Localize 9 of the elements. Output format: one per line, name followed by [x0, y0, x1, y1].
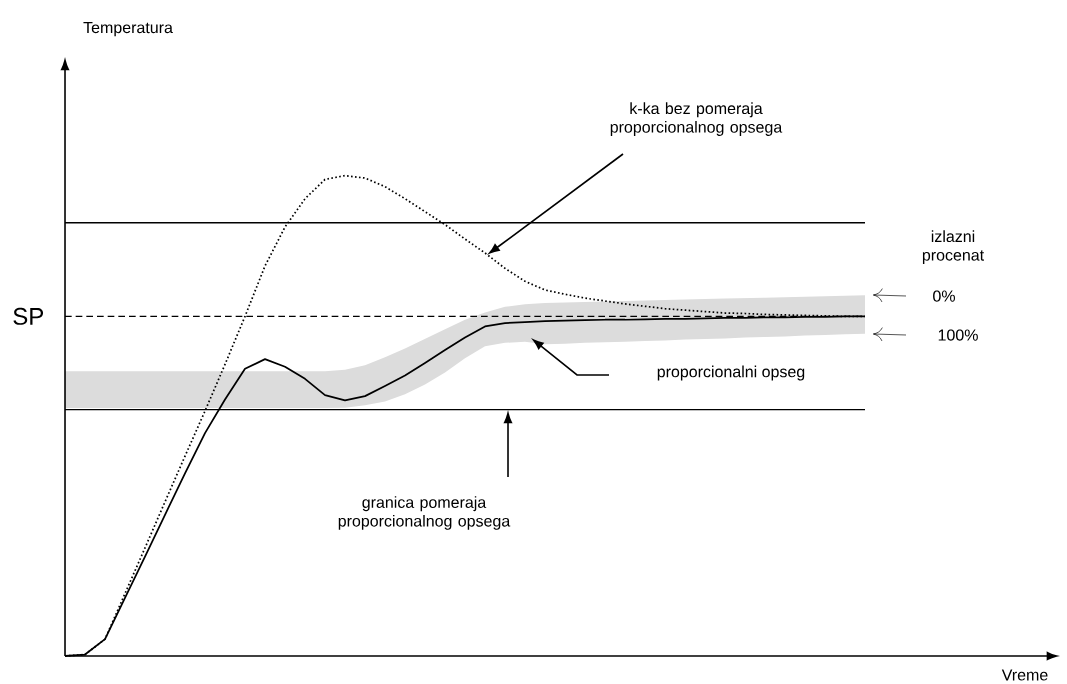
text: 100%: [938, 329, 978, 341]
ref-line-label: SP: [13, 307, 44, 325]
text: Vreme: [1001, 669, 1048, 681]
text: k-ka bez pomeraja proporcionalnog opsega: [610, 102, 783, 136]
annotation: granica pomeraja proporcionalnog opsega: [338, 496, 511, 530]
annotation: proporcionalni opseg: [657, 365, 805, 381]
text: Temperatura: [83, 22, 173, 37]
text: izlazni procenat: [922, 230, 985, 264]
text: 0%: [933, 290, 955, 302]
